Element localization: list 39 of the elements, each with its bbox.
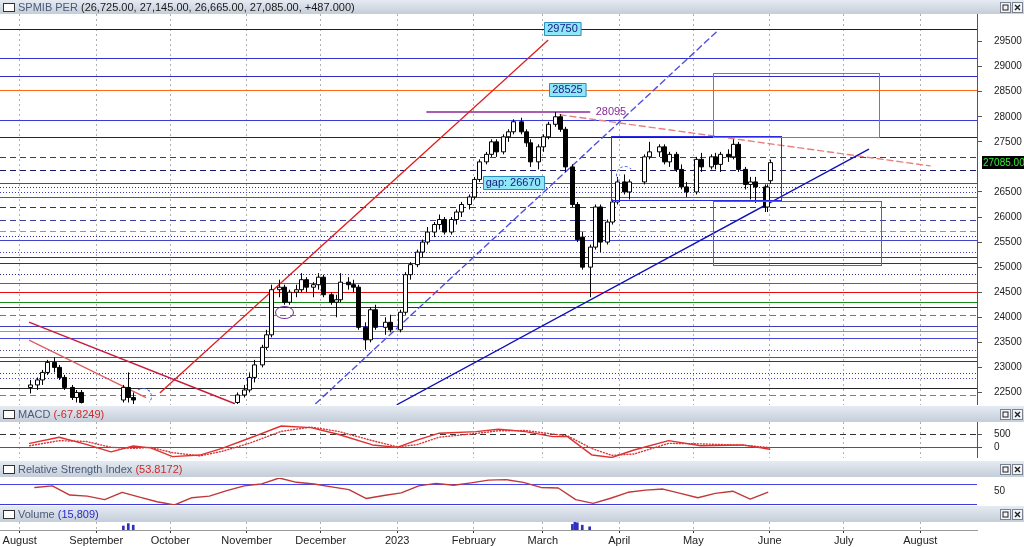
y-tick-label: 22500 <box>994 386 1023 398</box>
annotation: 28525 <box>552 83 583 96</box>
y-tick-label: 27500 <box>994 135 1023 147</box>
x-tick-label: April <box>608 533 631 546</box>
y-tick-label: 24500 <box>994 285 1023 297</box>
x-tick-label: February <box>451 533 497 546</box>
x-tick-label: August <box>2 533 37 546</box>
y-tick-label: 28000 <box>994 110 1023 122</box>
y-tick-label: 29500 <box>994 35 1023 47</box>
text: 50 <box>994 485 1006 497</box>
chart-title: Relative Strength Index (53.8172) <box>18 463 183 475</box>
x-tick-label: October <box>150 533 191 546</box>
y-tick-label: 23000 <box>994 361 1023 373</box>
chart-title: Volume (15,809) <box>18 508 99 520</box>
x-tick-label: March <box>527 533 559 546</box>
y-tick-label: 26500 <box>994 185 1023 197</box>
text: 27085.00 <box>982 156 1024 169</box>
chart-title: SPMIB PER (26,725.00, 27,145.00, 26,665.00, 27,085.00, +487.000) <box>18 1 355 13</box>
y-tick-label: 500 <box>994 427 1012 439</box>
x-tick-label: May <box>682 533 705 546</box>
x-tick-label: August <box>903 533 938 546</box>
chart-title: MACD (-67.8249) <box>18 408 105 420</box>
x-tick-label: November <box>221 533 273 546</box>
y-tick-label: 23500 <box>994 336 1023 348</box>
y-tick-label: 29000 <box>994 60 1023 72</box>
y-tick-label: 28500 <box>994 85 1023 97</box>
y-tick-label: 24000 <box>994 311 1023 323</box>
y-tick-label: 0 <box>994 441 1000 453</box>
x-tick-label: July <box>833 533 855 546</box>
x-tick-label: December <box>295 533 347 546</box>
y-tick-label: 25000 <box>994 260 1023 272</box>
x-tick-label: June <box>757 533 782 546</box>
x-tick-label: September <box>69 533 124 546</box>
series-label: 28095 <box>595 105 627 118</box>
y-tick-label: 26000 <box>994 210 1023 222</box>
annotation: gap: 26670 <box>485 176 541 189</box>
annotation: 29750 <box>547 22 578 35</box>
y-tick-label: 25500 <box>994 235 1023 247</box>
x-tick-label: 2023 <box>384 533 410 546</box>
